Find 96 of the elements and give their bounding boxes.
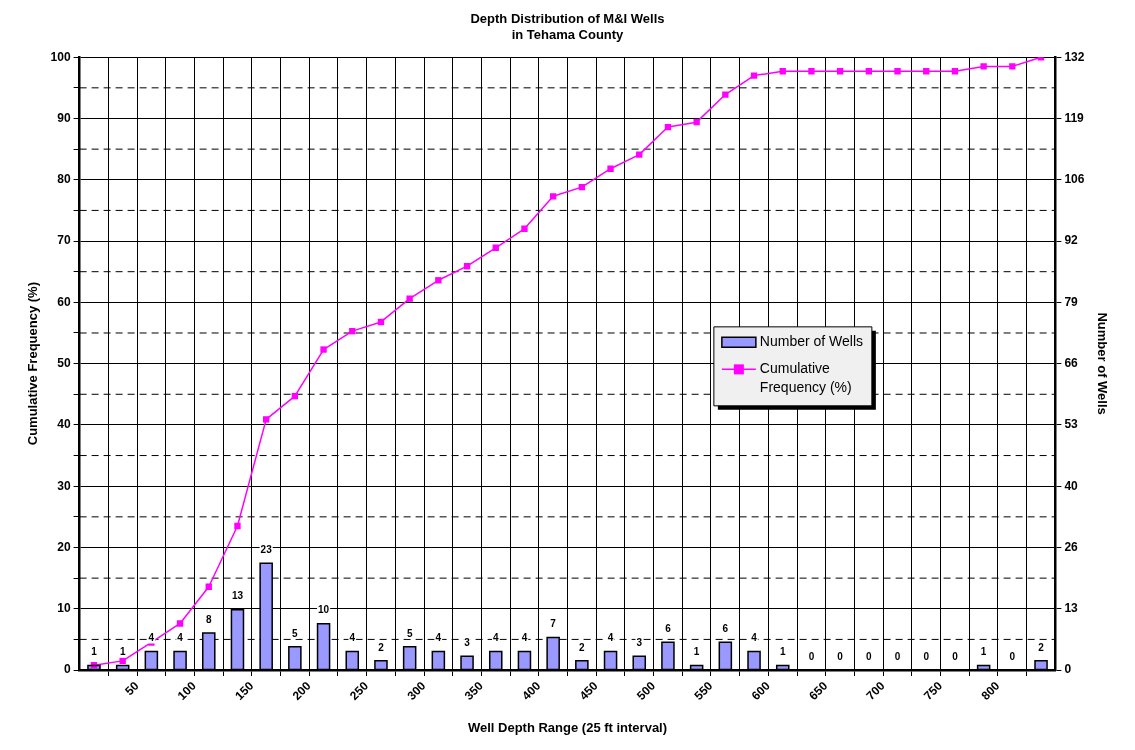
x-tick-label: 150 xyxy=(232,678,257,703)
data-label: 3 xyxy=(636,636,643,648)
x-tick-label: 400 xyxy=(519,678,544,703)
data-label: 6 xyxy=(665,622,672,634)
legend-label: Cumulative Frequency (%) xyxy=(759,360,852,396)
y-tick-label: 60 xyxy=(57,294,71,309)
y2-tick-label: 0 xyxy=(1064,662,1072,677)
y2-axis-title: Number of Wells xyxy=(1094,312,1110,415)
y2-tick-label: 119 xyxy=(1064,110,1085,125)
point xyxy=(549,193,557,200)
y2-tick-label: 66 xyxy=(1064,355,1079,370)
point xyxy=(234,522,241,530)
data-label: 2 xyxy=(1038,641,1045,653)
x-tick-label: 750 xyxy=(920,678,946,703)
point xyxy=(808,68,815,75)
point xyxy=(176,620,184,627)
point xyxy=(894,68,901,75)
data-label: 5 xyxy=(406,627,413,639)
data-label: 8 xyxy=(205,613,212,625)
data-label: 10 xyxy=(318,604,330,616)
y-tick-label: 70 xyxy=(57,233,71,248)
point xyxy=(636,151,643,158)
x-tick-label: 600 xyxy=(748,678,774,703)
data-label: 4 xyxy=(435,632,442,644)
data-label: 2 xyxy=(378,641,385,653)
point xyxy=(1009,63,1016,70)
x-tick-label: 100 xyxy=(174,678,200,703)
data-label: 0 xyxy=(866,650,873,662)
y-tick-label: 0 xyxy=(63,662,71,677)
x-tick-label: 50 xyxy=(122,678,142,699)
y-tick-label: 90 xyxy=(57,110,71,125)
data-label: 0 xyxy=(923,650,930,662)
legend-label: Number of Wells xyxy=(759,333,864,350)
data-label: 1 xyxy=(119,646,126,658)
x-tick-label: 500 xyxy=(634,678,659,703)
x-tick-label: 450 xyxy=(576,678,601,703)
data-label: 0 xyxy=(894,650,901,662)
data-label: 2 xyxy=(579,641,586,653)
y2-tick-label: 26 xyxy=(1064,539,1079,554)
data-label: 13 xyxy=(231,590,244,602)
point xyxy=(693,118,700,126)
point xyxy=(722,91,729,98)
x-axis-title: Well Depth Range (25 ft interval) xyxy=(467,719,668,735)
data-label: 4 xyxy=(177,632,184,644)
data-label: 6 xyxy=(722,622,729,634)
data-label: 4 xyxy=(492,632,499,644)
x-tick-label: 800 xyxy=(978,678,1003,703)
data-label: 0 xyxy=(837,650,844,662)
x-tick-label: 650 xyxy=(806,678,831,703)
point xyxy=(320,346,327,353)
data-label: 4 xyxy=(607,632,614,644)
y-tick-label: 100 xyxy=(50,49,71,64)
y-tick-label: 30 xyxy=(57,478,71,493)
y-tick-label: 50 xyxy=(57,355,71,370)
y2-tick-label: 106 xyxy=(1064,172,1085,187)
y2-tick-label: 92 xyxy=(1064,233,1079,248)
point xyxy=(750,72,758,79)
chart-title: Depth Distribution of M&I Wells in Tehama County xyxy=(470,11,665,42)
data-label: 7 xyxy=(550,618,557,630)
data-label: 1 xyxy=(779,646,786,658)
y2-tick-label: 13 xyxy=(1064,601,1079,616)
data-label: 4 xyxy=(349,632,356,644)
data-label: 0 xyxy=(952,650,959,662)
point xyxy=(119,657,126,665)
y-tick-label: 80 xyxy=(57,172,71,187)
x-tick-label: 250 xyxy=(347,678,372,703)
y2-tick-label: 79 xyxy=(1064,294,1079,309)
data-label: 4 xyxy=(148,632,155,644)
y2-tick-label: 132 xyxy=(1064,49,1085,64)
y-tick-label: 40 xyxy=(57,417,71,432)
data-label: 4 xyxy=(751,632,758,644)
x-tick-label: 200 xyxy=(289,678,314,703)
y2-tick-label: 40 xyxy=(1064,478,1079,493)
data-label: 3 xyxy=(464,636,471,648)
data-label: 1 xyxy=(693,646,700,658)
x-tick-label: 550 xyxy=(691,678,716,703)
point xyxy=(521,225,528,232)
data-label: 0 xyxy=(808,650,815,662)
y-axis-title: Cumulative Frequency (%) xyxy=(25,282,41,446)
point xyxy=(406,295,413,302)
data-label: 5 xyxy=(292,627,299,639)
y-tick-label: 10 xyxy=(57,601,71,616)
x-tick-label: 300 xyxy=(404,678,429,703)
x-tick-label: 700 xyxy=(863,678,888,703)
data-label: 23 xyxy=(260,544,273,556)
data-label: 4 xyxy=(521,632,528,644)
point xyxy=(607,165,614,172)
x-tick-label: 350 xyxy=(461,678,487,703)
point xyxy=(262,416,270,423)
point xyxy=(980,63,987,70)
y2-tick-label: 53 xyxy=(1064,417,1079,432)
data-label: 1 xyxy=(91,646,98,658)
point xyxy=(435,277,442,284)
data-label: 0 xyxy=(1009,650,1016,662)
data-label: 1 xyxy=(980,646,987,658)
y-tick-label: 20 xyxy=(57,539,71,554)
